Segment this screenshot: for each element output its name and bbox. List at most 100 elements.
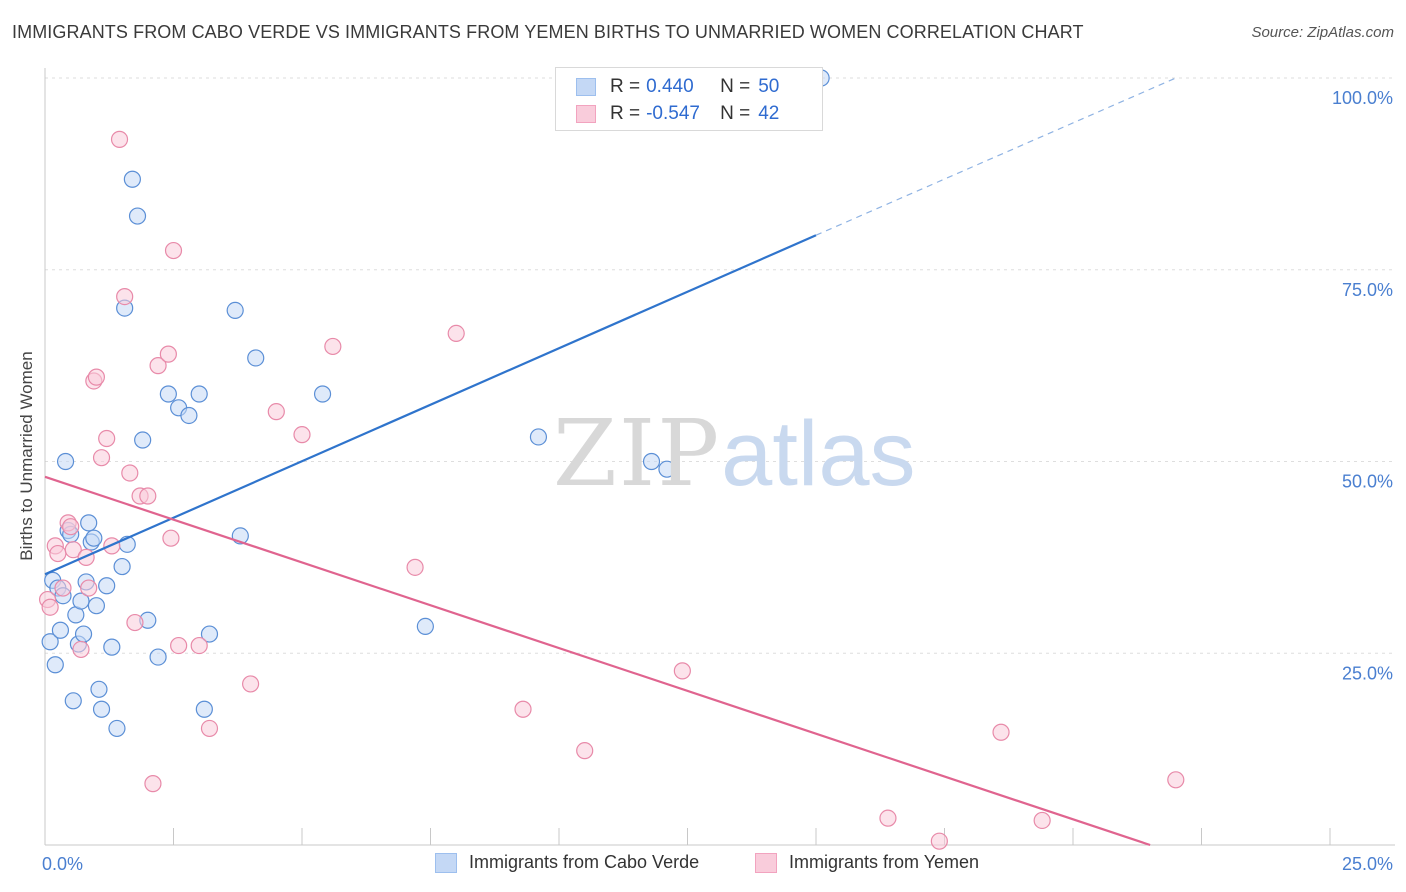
point-yemen bbox=[324, 337, 342, 356]
point-yemen bbox=[879, 809, 897, 827]
point-cabo-verde bbox=[200, 625, 219, 643]
point-yemen bbox=[64, 541, 82, 559]
point-cabo-verde bbox=[226, 301, 244, 320]
point-yemen bbox=[992, 723, 1010, 741]
chart-title: IMMIGRANTS FROM CABO VERDE VS IMMIGRANTS… bbox=[12, 22, 1084, 42]
y-tick-label: 100.0% bbox=[1332, 88, 1393, 108]
point-yemen bbox=[126, 613, 144, 632]
point-yemen bbox=[110, 130, 129, 148]
point-cabo-verde bbox=[108, 719, 126, 738]
r-value: -0.547 bbox=[646, 103, 700, 124]
trendline-cabo-verde-extension bbox=[815, 77, 1177, 236]
n-label: N = bbox=[720, 76, 751, 97]
point-yemen bbox=[673, 662, 691, 680]
point-yemen bbox=[1033, 811, 1051, 830]
source-label: Source: ZipAtlas.com bbox=[1251, 24, 1394, 41]
point-yemen bbox=[576, 742, 594, 760]
point-yemen bbox=[116, 287, 134, 306]
point-yemen bbox=[149, 357, 167, 375]
point-cabo-verde bbox=[247, 349, 265, 367]
point-yemen bbox=[447, 324, 465, 343]
n-value: 50 bbox=[758, 76, 780, 97]
watermark-zip: ZIP bbox=[553, 400, 722, 507]
watermark-atlas: atlas bbox=[721, 403, 916, 505]
point-yemen bbox=[1167, 771, 1185, 789]
point-yemen bbox=[92, 449, 111, 467]
point-cabo-verde bbox=[180, 406, 198, 425]
point-cabo-verde bbox=[416, 617, 434, 636]
y-tick-label: 50.0% bbox=[1342, 472, 1393, 492]
point-cabo-verde bbox=[87, 597, 106, 615]
point-cabo-verde bbox=[128, 207, 147, 225]
point-cabo-verde bbox=[103, 638, 121, 656]
y-tick-label: 25.0% bbox=[1342, 663, 1393, 683]
point-cabo-verde bbox=[64, 692, 82, 710]
point-yemen bbox=[49, 544, 67, 563]
point-cabo-verde bbox=[41, 633, 59, 651]
legend-label-cabo-verde: Immigrants from Cabo Verde bbox=[469, 852, 700, 872]
x-tick-label: 25.0% bbox=[1342, 854, 1393, 874]
trendline-yemen bbox=[44, 475, 1151, 847]
n-label: N = bbox=[720, 103, 751, 124]
point-yemen bbox=[144, 775, 162, 793]
point-cabo-verde bbox=[46, 656, 64, 674]
legend-item-yemen[interactable]: Immigrants from Yemen bbox=[755, 852, 979, 873]
r-value: 0.440 bbox=[646, 76, 694, 97]
point-yemen bbox=[159, 345, 177, 363]
trendline-cabo-verde bbox=[44, 234, 817, 576]
point-yemen bbox=[77, 548, 95, 566]
point-yemen bbox=[267, 403, 285, 421]
point-yemen bbox=[121, 464, 139, 482]
point-cabo-verde bbox=[92, 700, 111, 718]
stats-row-yemen: R = -0.547 N = 42 bbox=[576, 101, 779, 127]
point-cabo-verde bbox=[149, 648, 167, 666]
point-cabo-verde bbox=[123, 170, 141, 188]
point-yemen bbox=[164, 241, 183, 260]
legend-label-yemen: Immigrants from Yemen bbox=[789, 852, 980, 872]
y-axis-label: Births to Unmarried Women bbox=[17, 351, 36, 561]
point-cabo-verde bbox=[159, 385, 177, 403]
point-yemen bbox=[41, 598, 59, 616]
point-cabo-verde bbox=[642, 452, 661, 471]
point-cabo-verde bbox=[658, 460, 676, 478]
point-cabo-verde bbox=[190, 385, 208, 403]
legend-item-cabo-verde[interactable]: Immigrants from Cabo Verde bbox=[435, 852, 699, 873]
point-yemen bbox=[139, 487, 157, 505]
point-yemen bbox=[62, 518, 80, 536]
point-yemen bbox=[72, 640, 90, 659]
point-cabo-verde bbox=[313, 385, 332, 403]
point-cabo-verde bbox=[56, 452, 75, 471]
point-cabo-verde bbox=[529, 428, 548, 446]
x-tick-label: 0.0% bbox=[42, 854, 83, 874]
watermark: ZIPatlas bbox=[553, 400, 916, 507]
stats-swatch-cabo-verde bbox=[576, 78, 596, 96]
point-yemen bbox=[190, 636, 208, 655]
point-yemen bbox=[200, 719, 219, 738]
point-yemen bbox=[293, 426, 311, 444]
point-cabo-verde bbox=[90, 680, 108, 698]
point-yemen bbox=[406, 558, 424, 576]
point-yemen bbox=[242, 675, 260, 693]
point-cabo-verde bbox=[72, 592, 90, 610]
y-tick-label: 75.0% bbox=[1342, 280, 1393, 300]
point-yemen bbox=[514, 700, 532, 718]
point-cabo-verde bbox=[85, 529, 103, 547]
point-yemen bbox=[80, 579, 98, 597]
legend-swatch-cabo-verde bbox=[435, 852, 457, 873]
n-value: 42 bbox=[758, 103, 780, 124]
point-yemen bbox=[930, 832, 948, 850]
stats-row-cabo-verde: R = 0.440 N = 50 bbox=[576, 74, 779, 100]
point-cabo-verde bbox=[134, 431, 152, 449]
r-label: R = bbox=[610, 76, 641, 97]
point-cabo-verde bbox=[80, 514, 98, 532]
r-label: R = bbox=[610, 103, 641, 124]
point-cabo-verde bbox=[51, 621, 70, 639]
point-cabo-verde bbox=[195, 700, 213, 718]
point-yemen bbox=[54, 579, 72, 597]
stats-swatch-yemen bbox=[576, 105, 596, 123]
point-yemen bbox=[162, 529, 180, 547]
point-cabo-verde bbox=[98, 577, 116, 595]
legend-swatch-yemen bbox=[755, 852, 777, 873]
point-cabo-verde bbox=[74, 625, 93, 643]
